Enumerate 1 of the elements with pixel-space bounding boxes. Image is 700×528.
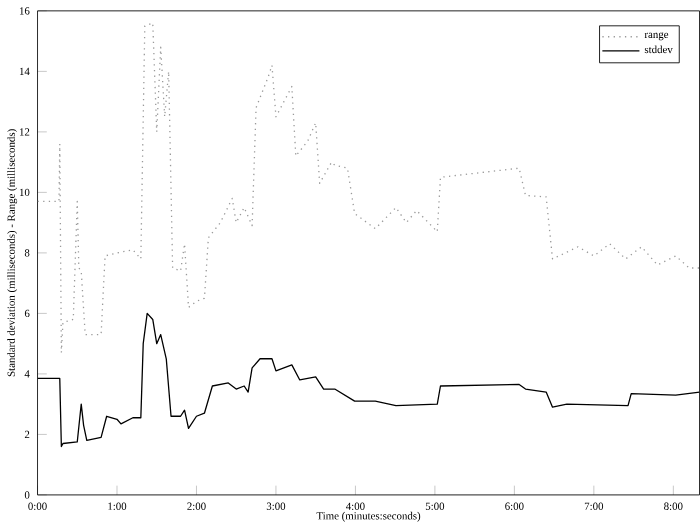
- line-series: [37, 312, 700, 447]
